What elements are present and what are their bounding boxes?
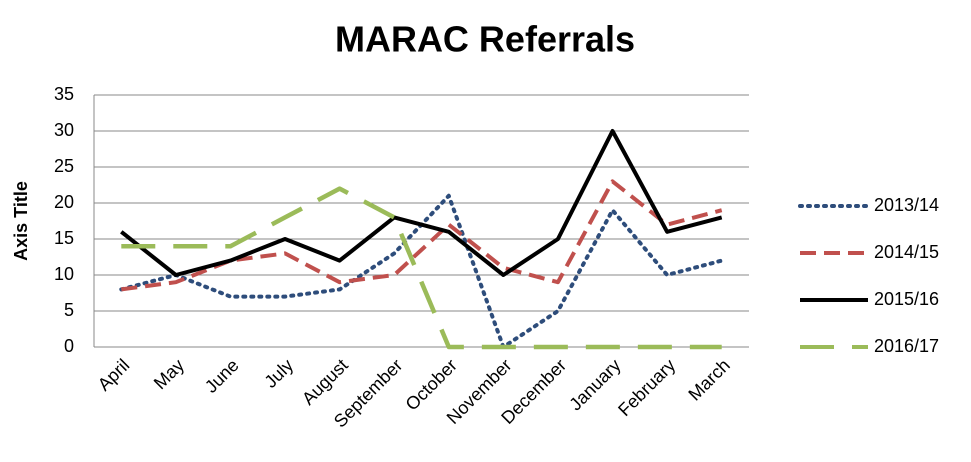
series-line <box>120 129 723 277</box>
x-tick-label: June <box>201 355 243 397</box>
legend-label: 2014/15 <box>874 242 939 262</box>
y-tick-label: 35 <box>54 84 74 104</box>
series-line <box>121 179 723 292</box>
y-tick-label: 0 <box>64 336 74 356</box>
series-line <box>119 193 724 349</box>
y-tick-label: 5 <box>64 300 74 320</box>
y-tick-label: 20 <box>54 192 74 212</box>
y-tick-label: 30 <box>54 120 74 140</box>
y-tick-label: 15 <box>54 228 74 248</box>
x-tick-label: March <box>684 355 734 405</box>
x-tick-label: April <box>94 355 134 395</box>
y-axis-title: Axis Title <box>11 181 31 261</box>
x-tick-label: July <box>260 355 297 392</box>
y-tick-label: 10 <box>54 264 74 284</box>
y-tick-label: 25 <box>54 156 74 176</box>
legend-label: 2016/17 <box>874 336 939 356</box>
legend-label: 2015/16 <box>874 289 939 309</box>
legend-label: 2013/14 <box>874 195 939 215</box>
series-line <box>121 186 722 350</box>
x-tick-label: May <box>150 355 188 393</box>
chart-title: MARAC Referrals <box>335 19 635 60</box>
x-tick-label: February <box>614 355 679 420</box>
x-tick-label: August <box>298 355 352 409</box>
